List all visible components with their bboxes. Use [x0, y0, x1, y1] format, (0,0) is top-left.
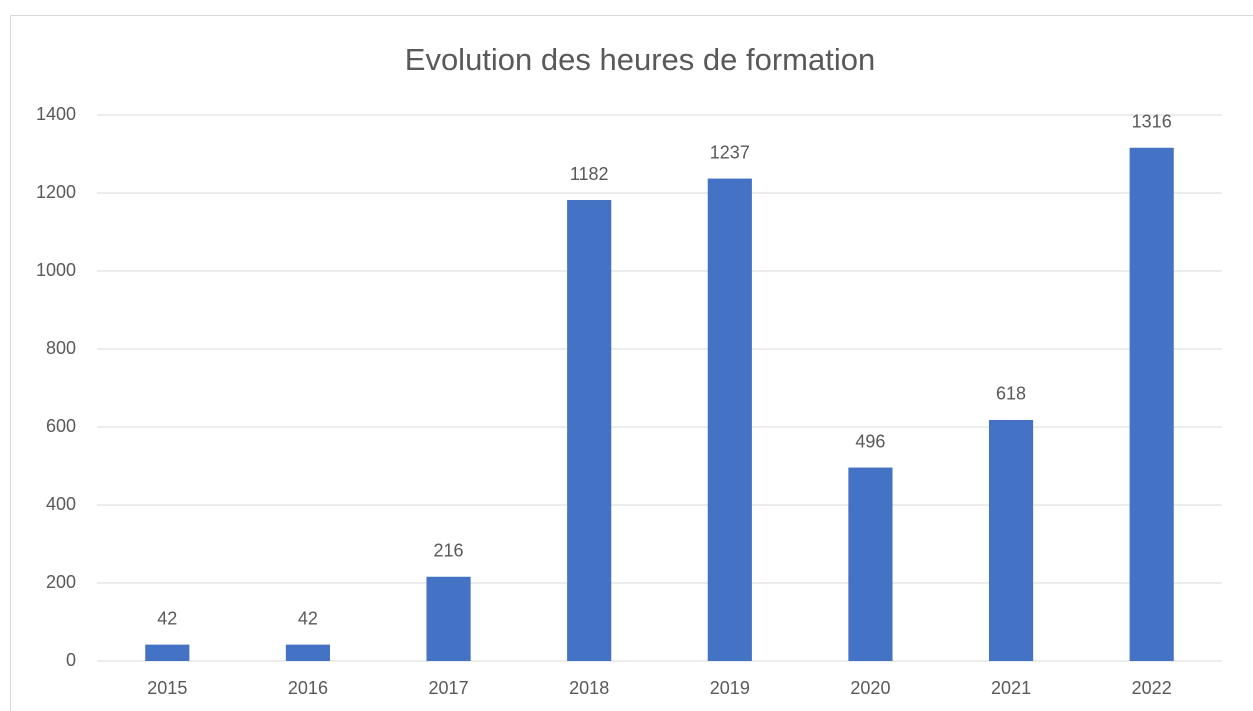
y-tick-label: 0: [66, 650, 76, 670]
y-tick-label: 1400: [36, 104, 76, 124]
x-tick-label: 2018: [569, 678, 609, 698]
x-tick-label: 2019: [710, 678, 750, 698]
x-tick-label: 2020: [850, 678, 890, 698]
data-label: 1237: [710, 142, 750, 162]
data-label: 42: [157, 608, 177, 628]
bar: [988, 419, 1034, 661]
y-tick-label: 800: [46, 338, 76, 358]
y-tick-label: 400: [46, 494, 76, 514]
y-tick-label: 200: [46, 572, 76, 592]
chart-frame: [10, 15, 1253, 711]
bar: [145, 644, 190, 661]
data-label: 1316: [1132, 112, 1172, 132]
bar: [707, 178, 752, 661]
x-tick-label: 2017: [429, 678, 469, 698]
data-label: 618: [996, 384, 1026, 404]
bar: [1129, 147, 1174, 661]
bar: [848, 467, 893, 661]
x-tick-label: 2021: [991, 678, 1031, 698]
data-label: 42: [298, 608, 318, 628]
data-label: 1182: [570, 164, 609, 184]
x-tick-label: 2016: [288, 678, 328, 698]
data-label: 216: [434, 541, 464, 561]
x-tick-label: 2022: [1132, 678, 1172, 698]
bar: [567, 200, 612, 661]
data-label: 496: [855, 431, 885, 451]
y-tick-label: 1200: [36, 182, 76, 202]
bar: [426, 576, 471, 661]
y-tick-label: 1000: [36, 260, 76, 280]
y-tick-label: 600: [46, 416, 76, 436]
x-tick-label: 2015: [147, 678, 187, 698]
bar: [285, 644, 331, 661]
chart-title: Evolution des heures de formation: [405, 42, 875, 77]
